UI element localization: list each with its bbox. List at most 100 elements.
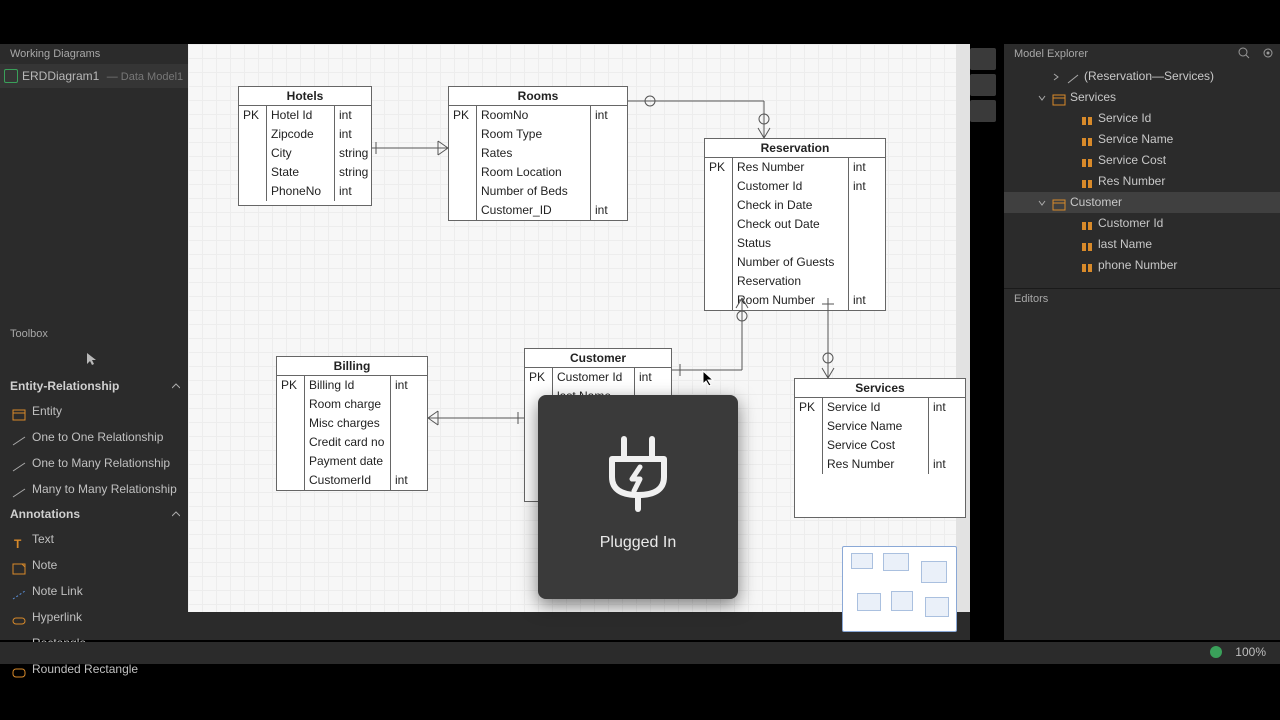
move-view-icon[interactable] bbox=[970, 74, 996, 96]
entity-rooms[interactable]: RoomsPKRoomNointRoom TypeRatesRoom Locat… bbox=[448, 86, 628, 221]
toolbox-panel: Toolbox Entity-RelationshipEntityOne to … bbox=[0, 324, 188, 560]
tree-node[interactable]: Service Cost bbox=[1004, 150, 1280, 171]
grid-view-icon[interactable] bbox=[970, 100, 996, 122]
column-icon bbox=[1080, 260, 1094, 272]
toolbox-item[interactable]: TText bbox=[0, 526, 188, 552]
toolbox-item[interactable]: Many to Many Relationship bbox=[0, 476, 188, 502]
tree-label: Res Number bbox=[1098, 174, 1165, 188]
svg-text:T: T bbox=[14, 537, 22, 549]
editors-header: Editors bbox=[1004, 288, 1280, 308]
tree-node[interactable]: Customer bbox=[1004, 192, 1280, 213]
entity-services[interactable]: ServicesPKService IdintService NameServi… bbox=[794, 378, 966, 518]
tree-node[interactable]: Res Number bbox=[1004, 171, 1280, 192]
working-diagram-sub: — Data Model1 bbox=[107, 71, 183, 83]
left-sidebar: Working Diagrams ERDDiagram1 — Data Mode… bbox=[0, 44, 188, 640]
entity-title: Rooms bbox=[449, 87, 627, 106]
toolbox-header: Toolbox bbox=[0, 324, 188, 344]
entity-title: Reservation bbox=[705, 139, 885, 158]
entity-columns: PKService IdintService NameService CostR… bbox=[795, 398, 965, 474]
home-view-icon[interactable] bbox=[970, 48, 996, 70]
entity-icon bbox=[1052, 197, 1066, 209]
rrect-icon bbox=[12, 662, 26, 676]
tree-label: Customer Id bbox=[1098, 216, 1163, 230]
tree-label: Customer bbox=[1070, 195, 1122, 209]
entity-title: Billing bbox=[277, 357, 427, 376]
pointer-icon bbox=[86, 352, 98, 366]
canvas-scrollbar-vertical[interactable] bbox=[956, 44, 970, 626]
column-icon bbox=[1080, 134, 1094, 146]
hyperlink-icon bbox=[12, 610, 26, 624]
line-icon bbox=[12, 482, 26, 496]
collapse-icon bbox=[172, 510, 180, 518]
tree-label: Service Name bbox=[1098, 132, 1173, 146]
entity-billing[interactable]: BillingPKBilling IdintRoom chargeMisc ch… bbox=[276, 356, 428, 491]
entity-columns: PKHotel IdintZipcodeintCitystringStatest… bbox=[239, 106, 371, 201]
toast-message: Plugged In bbox=[558, 534, 718, 552]
line-icon bbox=[12, 456, 26, 470]
tree-label: last Name bbox=[1098, 237, 1152, 251]
zoom-level[interactable]: 100% bbox=[1235, 645, 1266, 659]
tree-node[interactable]: phone Number bbox=[1004, 255, 1280, 276]
gear-icon[interactable] bbox=[1262, 47, 1274, 59]
column-icon bbox=[1080, 176, 1094, 188]
working-diagram-item[interactable]: ERDDiagram1 — Data Model1 bbox=[0, 64, 188, 88]
tree-node[interactable]: (Reservation—Services) bbox=[1004, 66, 1280, 87]
toolbox-item[interactable]: Note bbox=[0, 552, 188, 578]
working-diagram-name: ERDDiagram1 bbox=[22, 69, 99, 83]
right-sidebar: Model Explorer (Reservation—Services) Ser… bbox=[1004, 44, 1280, 640]
model-explorer-tree: (Reservation—Services) Services Service Id… bbox=[1004, 64, 1280, 276]
tree-label: (Reservation—Services) bbox=[1084, 69, 1214, 83]
note-icon bbox=[12, 558, 26, 572]
toolbox-item[interactable]: Entity bbox=[0, 398, 188, 424]
mouse-cursor-icon bbox=[702, 370, 716, 388]
entity-title: Services bbox=[795, 379, 965, 398]
tree-node[interactable]: last Name bbox=[1004, 234, 1280, 255]
text-icon: T bbox=[12, 532, 26, 546]
toolbox-item[interactable]: Hyperlink bbox=[0, 604, 188, 630]
tree-label: Service Cost bbox=[1098, 153, 1166, 167]
toolbox-item[interactable]: One to Many Relationship bbox=[0, 450, 188, 476]
tree-node[interactable]: Services bbox=[1004, 87, 1280, 108]
column-icon bbox=[1080, 113, 1094, 125]
status-bar: 100% bbox=[0, 642, 1280, 664]
tree-node[interactable]: Service Name bbox=[1004, 129, 1280, 150]
plug-icon bbox=[590, 421, 686, 517]
entity-title: Customer bbox=[525, 349, 671, 368]
toolbox-pointer-tool[interactable] bbox=[0, 344, 188, 374]
toolbox-item[interactable]: Note Link bbox=[0, 578, 188, 604]
erd-file-icon bbox=[4, 69, 18, 83]
tree-label: Services bbox=[1070, 90, 1116, 104]
line-icon bbox=[12, 430, 26, 444]
entity-columns: PKRoomNointRoom TypeRatesRoom LocationNu… bbox=[449, 106, 627, 220]
tree-collapse-icon bbox=[1038, 94, 1046, 102]
association-icon bbox=[1066, 71, 1080, 83]
canvas-view-toolbar bbox=[970, 48, 1000, 126]
entity-columns: PKRes NumberintCustomer IdintCheck in Da… bbox=[705, 158, 885, 310]
toolbox-group-header[interactable]: Annotations bbox=[0, 502, 188, 526]
entity-title: Hotels bbox=[239, 87, 371, 106]
diagram-minimap[interactable] bbox=[842, 546, 957, 632]
entity-hotels[interactable]: HotelsPKHotel IdintZipcodeintCitystringS… bbox=[238, 86, 372, 206]
tree-label: phone Number bbox=[1098, 258, 1177, 272]
toolbox-group-header[interactable]: Entity-Relationship bbox=[0, 374, 188, 398]
entity-columns: PKBilling IdintRoom chargeMisc chargesCr… bbox=[277, 376, 427, 490]
column-icon bbox=[1080, 218, 1094, 230]
entity-icon bbox=[12, 404, 26, 418]
entity-reservation[interactable]: ReservationPKRes NumberintCustomer Idint… bbox=[704, 138, 886, 311]
notification-toast: Plugged In bbox=[538, 395, 738, 599]
status-ok-icon bbox=[1210, 646, 1222, 658]
entity-icon bbox=[1052, 92, 1066, 104]
tree-node[interactable]: Service Id bbox=[1004, 108, 1280, 129]
column-icon bbox=[1080, 155, 1094, 167]
collapse-icon bbox=[172, 382, 180, 390]
tree-collapse-icon bbox=[1038, 199, 1046, 207]
search-icon[interactable] bbox=[1238, 47, 1250, 59]
tree-expand-icon bbox=[1052, 73, 1060, 81]
tree-node[interactable]: Customer Id bbox=[1004, 213, 1280, 234]
column-icon bbox=[1080, 239, 1094, 251]
model-explorer-header: Model Explorer bbox=[1004, 44, 1280, 64]
toolbox-item[interactable]: One to One Relationship bbox=[0, 424, 188, 450]
tree-label: Service Id bbox=[1098, 111, 1151, 125]
working-diagrams-header: Working Diagrams bbox=[0, 44, 188, 64]
diagram-canvas[interactable]: HotelsPKHotel IdintZipcodeintCitystringS… bbox=[188, 44, 970, 640]
